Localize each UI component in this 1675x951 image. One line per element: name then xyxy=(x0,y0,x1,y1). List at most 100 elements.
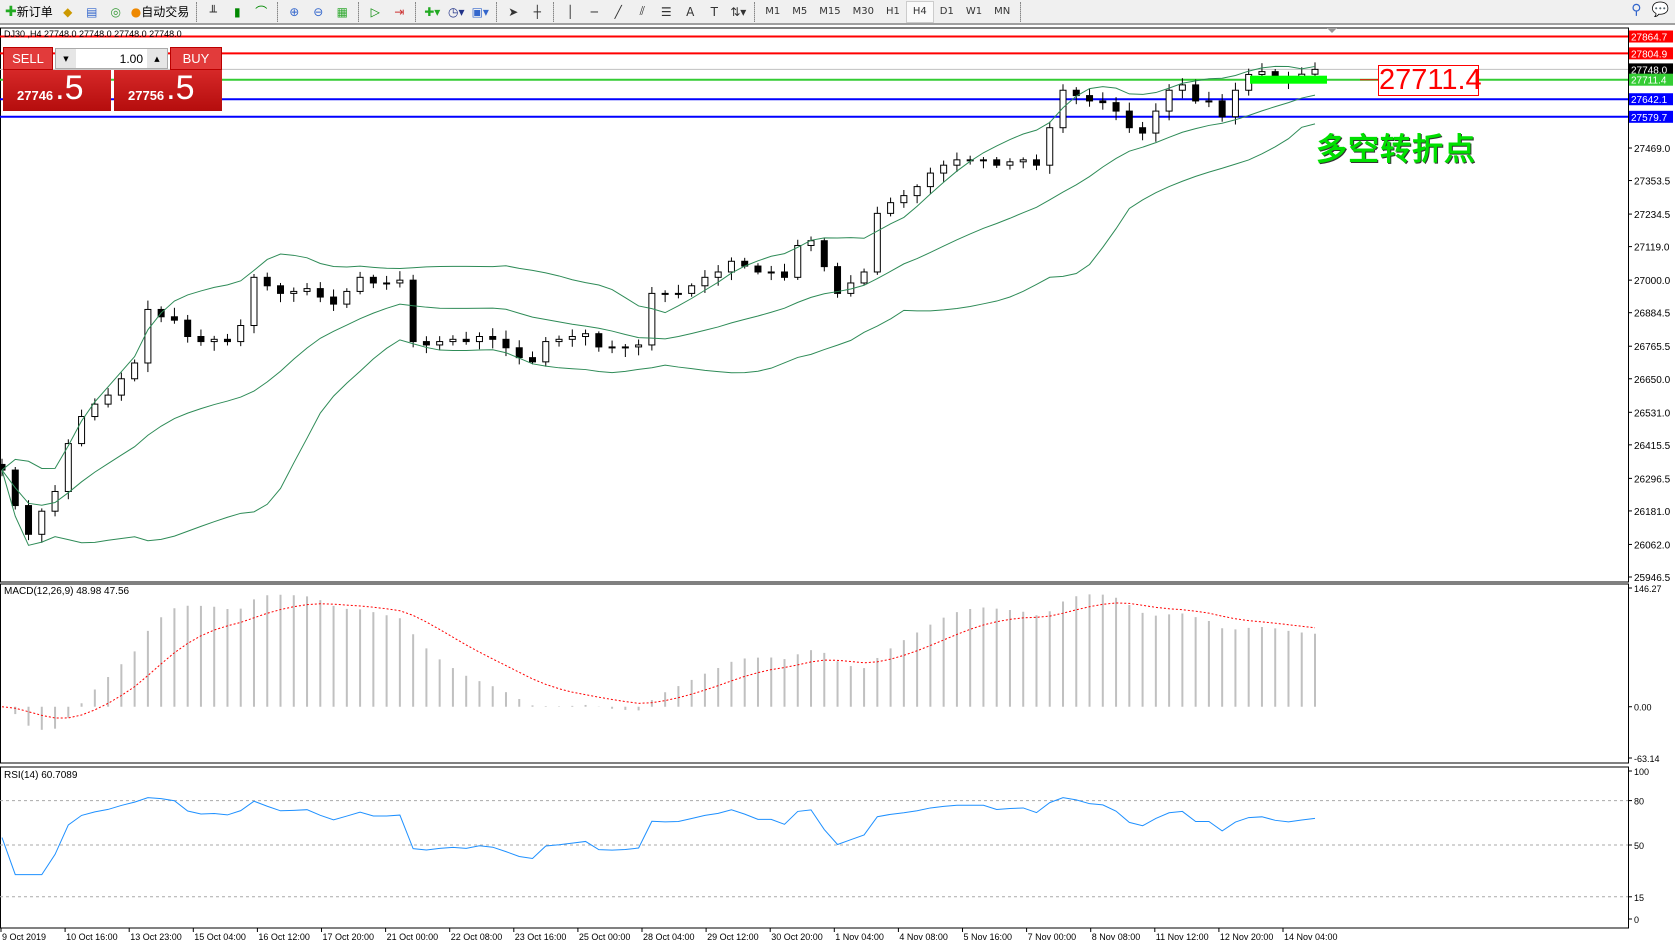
periods-icon[interactable]: ◷▾ xyxy=(448,4,465,19)
bull-candle xyxy=(1006,161,1014,166)
price-tick-label: 26650.0 xyxy=(1634,375,1671,386)
bull-candle xyxy=(582,333,590,338)
timeframe-m30[interactable]: M30 xyxy=(852,6,874,17)
bull-candle xyxy=(860,271,868,284)
bear-candle xyxy=(1032,159,1040,166)
bear-candle xyxy=(1218,100,1226,118)
lot-increase-button[interactable]: ▲ xyxy=(147,49,167,68)
bull-candle xyxy=(953,159,961,166)
sell-price-main: 27746 xyxy=(17,88,54,103)
chart-area[interactable]: 27469.0 27353.5 27234.5 27119.0 27000.0 26884… xyxy=(0,27,1675,951)
price-tick-label: 27234.5 xyxy=(1634,210,1671,221)
timeframe-d1[interactable]: D1 xyxy=(939,6,954,17)
price-line-label-bg xyxy=(1629,73,1673,86)
bull-candle xyxy=(117,378,125,396)
chart-shift-icon[interactable]: ⇥ xyxy=(394,4,405,19)
rsi-label: RSI(14) 60.7089 xyxy=(4,770,78,781)
bull-candle xyxy=(688,285,696,294)
bull-candle xyxy=(104,394,112,405)
bull-candle xyxy=(568,336,576,340)
candlestick-icon[interactable]: ▮ xyxy=(233,4,241,19)
bar-chart-icon[interactable]: ╨ xyxy=(209,4,217,19)
date-tick-label: 12 Nov 20:00 xyxy=(1220,932,1274,942)
buy-price-button[interactable]: 27756.5 xyxy=(114,70,222,111)
timeframe-m1[interactable]: M1 xyxy=(765,6,781,17)
date-tick-label: 28 Oct 04:00 xyxy=(643,932,695,942)
date-tick-label: 22 Oct 08:00 xyxy=(451,932,503,942)
bear-candle xyxy=(462,338,470,343)
bear-candle xyxy=(1099,100,1107,104)
vertical-line-icon[interactable]: │ xyxy=(566,4,574,19)
timeframe-m5[interactable]: M5 xyxy=(792,6,808,17)
price-tick-label: 26765.5 xyxy=(1634,342,1671,353)
fibo-retracement-icon[interactable]: ☰ xyxy=(660,4,672,19)
text-icon[interactable]: A xyxy=(686,4,695,19)
bear-candle xyxy=(184,319,192,338)
crosshair-icon[interactable]: ┼ xyxy=(533,4,541,19)
chat-icon[interactable]: 💬 xyxy=(1651,2,1669,18)
line-chart-icon[interactable]: ⌒ xyxy=(255,5,268,19)
bear-candle xyxy=(780,271,788,278)
date-tick-label: 5 Nov 16:00 xyxy=(964,932,1013,942)
bull-candle xyxy=(1019,159,1027,163)
date-tick-label: 29 Oct 12:00 xyxy=(707,932,759,942)
buy-button[interactable]: BUY xyxy=(170,47,222,70)
cursor-icon[interactable]: ➤ xyxy=(508,4,519,19)
bull-candle xyxy=(303,288,311,292)
price-tick-label: 27469.0 xyxy=(1634,144,1671,155)
zoom-out-icon[interactable]: ⊖ xyxy=(313,4,324,19)
macd-panel-frame xyxy=(0,583,1629,764)
zoom-in-icon[interactable]: ⊕ xyxy=(289,4,300,19)
tile-icon[interactable]: ▦ xyxy=(336,4,348,19)
bull-candle xyxy=(1205,100,1213,103)
autoscroll-icon[interactable]: ▷ xyxy=(370,4,380,19)
rsi-panel-frame xyxy=(0,766,1629,929)
market-watch-icon[interactable]: ◆ xyxy=(63,4,73,19)
price-annotation-label[interactable]: 27711.4 xyxy=(1378,64,1482,96)
sell-button[interactable]: SELL xyxy=(3,47,53,70)
lot-input[interactable]: 1.00 xyxy=(119,51,143,66)
rsi-tick-label: 0 xyxy=(1634,915,1639,925)
rsi-tick-label: 15 xyxy=(1634,893,1644,903)
macd-histogram xyxy=(14,594,1316,730)
bull-candle xyxy=(887,202,895,214)
navigator-icon[interactable]: ▤ xyxy=(86,4,98,19)
price-tick-label: 27000.0 xyxy=(1634,276,1671,287)
indicators-icon[interactable]: ✚▾ xyxy=(424,4,441,19)
lot-stepper[interactable]: ▼ 1.00 ▲ xyxy=(55,48,168,69)
timeframe-w1[interactable]: W1 xyxy=(965,6,983,17)
macd-tick-label: 146.27 xyxy=(1634,584,1662,594)
bear-candle xyxy=(515,347,523,359)
bull-candle xyxy=(979,159,987,162)
timeframe-m15[interactable]: M15 xyxy=(819,6,841,17)
auto-trading-icon: ● xyxy=(130,4,142,19)
search-icon[interactable]: ⚲ xyxy=(1631,2,1642,18)
timeframe-h4[interactable]: H4 xyxy=(905,0,934,23)
new-order-button[interactable]: ✚ 新订单 xyxy=(5,3,53,20)
bear-candle xyxy=(422,341,430,346)
fibo-fan-icon[interactable]: ⫽ xyxy=(639,4,645,18)
text-label-icon[interactable]: T xyxy=(710,4,718,19)
annotation-text[interactable]: 多空转折点 xyxy=(1316,132,1476,168)
signals-icon[interactable]: ◎ xyxy=(110,4,121,19)
chart-shift-marker xyxy=(1327,28,1337,33)
bull-candle xyxy=(383,282,391,285)
timeframe-h1[interactable]: H1 xyxy=(885,6,900,17)
rsi-tick-label: 100 xyxy=(1634,767,1649,777)
bull-candle xyxy=(794,244,802,278)
bull-candle xyxy=(913,186,921,197)
trendline-icon[interactable]: ╱ xyxy=(614,4,622,19)
candles xyxy=(0,62,1319,543)
horizontal-line-icon[interactable]: ─ xyxy=(590,4,598,19)
bear-candle xyxy=(409,279,417,343)
ohlc-label: DJ30 ,H4 27748.0 27748.0 27748.0 27748.0 xyxy=(4,29,182,39)
bear-candle xyxy=(1086,95,1094,102)
sell-price-button[interactable]: 27746.5 xyxy=(3,70,111,111)
arrows-icon[interactable]: ⇅▾ xyxy=(730,4,747,19)
lot-decrease-button[interactable]: ▼ xyxy=(56,49,76,68)
bull-candle xyxy=(767,271,775,274)
timeframe-mn[interactable]: MN xyxy=(994,6,1011,17)
bull-candle xyxy=(873,212,881,273)
auto-trading-button[interactable]: ● 自动交易 xyxy=(130,4,190,20)
templates-icon[interactable]: ▣▾ xyxy=(471,4,489,19)
